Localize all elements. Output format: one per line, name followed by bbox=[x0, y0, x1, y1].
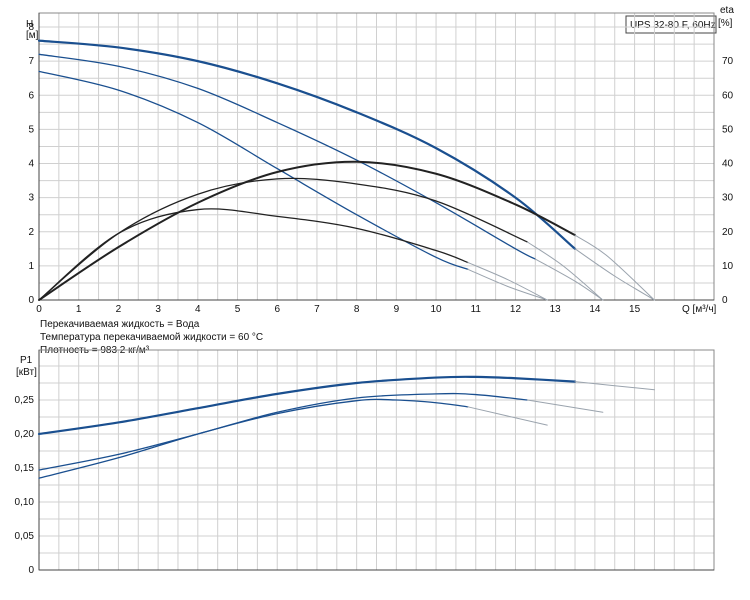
head-tick-label: 6 bbox=[28, 90, 34, 101]
power-tick-label: 0,10 bbox=[15, 497, 35, 508]
head-tick-label: 3 bbox=[28, 193, 34, 204]
head-tick-label: 1 bbox=[28, 261, 34, 272]
power-curve-extension bbox=[467, 406, 548, 426]
efficiency-tick-label: 50 bbox=[722, 124, 734, 135]
efficiency-tick-label: 0 bbox=[722, 295, 728, 306]
x-tick-label: 6 bbox=[274, 304, 280, 315]
efficiency-tick-label: 10 bbox=[722, 261, 734, 272]
x-tick-label: 11 bbox=[471, 304, 482, 315]
x-tick-label: 0 bbox=[36, 304, 42, 315]
power-curve-extension bbox=[574, 381, 655, 391]
fluid-info: Перекачиваемая жидкость = Вода bbox=[40, 319, 200, 330]
head-tick-label: 2 bbox=[28, 227, 34, 238]
power-curve bbox=[38, 398, 469, 479]
x-tick-label: 9 bbox=[394, 304, 400, 315]
efficiency-curve-extension bbox=[574, 234, 655, 301]
x-tick-label: 3 bbox=[155, 304, 161, 315]
x-tick-label: 14 bbox=[589, 304, 601, 315]
chart-title: UPS 32-80 F, 60Hz bbox=[630, 20, 716, 31]
efficiency-tick-label: 60 bbox=[722, 90, 734, 101]
head-curve-extension bbox=[534, 258, 604, 301]
efficiency-curve-extension bbox=[526, 241, 604, 301]
x-tick-label: 2 bbox=[116, 304, 122, 315]
temperature-info: Температура перекачиваемой жидкости = 60… bbox=[40, 332, 263, 343]
x-tick-label: 4 bbox=[195, 304, 201, 315]
x-tick-label: 5 bbox=[235, 304, 241, 315]
power-tick-label: 0,25 bbox=[15, 395, 35, 406]
head-tick-label: 5 bbox=[28, 124, 34, 135]
power-tick-label: 0,05 bbox=[15, 531, 35, 542]
x-tick-label: 7 bbox=[314, 304, 320, 315]
x-tick-label: 8 bbox=[354, 304, 360, 315]
power-axis-unit: [кВт] bbox=[16, 367, 37, 378]
power-tick-label: 0 bbox=[28, 565, 34, 576]
tick-layer: 0 1 2 3 4 5 6 7 8 9 10 11 12 13 14 15012345678010203040… bbox=[15, 22, 734, 576]
efficiency-curve bbox=[38, 160, 577, 301]
head-curve-extension bbox=[574, 248, 655, 301]
grid-layer bbox=[38, 12, 715, 571]
head-curve bbox=[38, 70, 469, 270]
efficiency-curve bbox=[38, 177, 529, 301]
power-tick-label: 0,20 bbox=[15, 429, 35, 440]
head-curve-extension bbox=[467, 268, 548, 301]
efficiency-curve bbox=[38, 208, 469, 301]
efficiency-tick-label: 20 bbox=[722, 227, 734, 238]
efficiency-tick-label: 30 bbox=[722, 193, 734, 204]
x-tick-label: 13 bbox=[550, 304, 562, 315]
head-axis-label: H bbox=[26, 19, 33, 30]
efficiency-axis-unit: [%] bbox=[718, 18, 733, 29]
head-curve bbox=[37, 39, 577, 250]
power-tick-label: 0,15 bbox=[15, 463, 35, 474]
x-tick-label: 12 bbox=[510, 304, 522, 315]
title-box bbox=[625, 15, 717, 34]
head-tick-label: 8 bbox=[28, 22, 34, 33]
power-curve bbox=[37, 375, 577, 436]
x-tick-label: 15 bbox=[629, 304, 641, 315]
efficiency-tick-label: 70 bbox=[722, 56, 734, 67]
head-tick-label: 7 bbox=[28, 56, 34, 67]
head-tick-label: 0 bbox=[28, 295, 34, 306]
power-curve-extension bbox=[526, 399, 604, 413]
power-curve bbox=[38, 392, 529, 471]
head-tick-label: 4 bbox=[28, 159, 34, 170]
x-tick-label: 1 bbox=[76, 304, 82, 315]
flow-axis-label: Q [м³/ч] bbox=[682, 304, 717, 315]
power-axis-label: P1 bbox=[20, 355, 33, 366]
head-curve bbox=[38, 53, 536, 260]
curve-layer bbox=[37, 39, 655, 479]
x-tick-label: 10 bbox=[430, 304, 442, 315]
head-axis-unit: [м] bbox=[26, 30, 39, 41]
efficiency-tick-label: 40 bbox=[722, 159, 734, 170]
efficiency-curve-extension bbox=[467, 261, 548, 301]
efficiency-axis-label: eta bbox=[720, 5, 734, 16]
